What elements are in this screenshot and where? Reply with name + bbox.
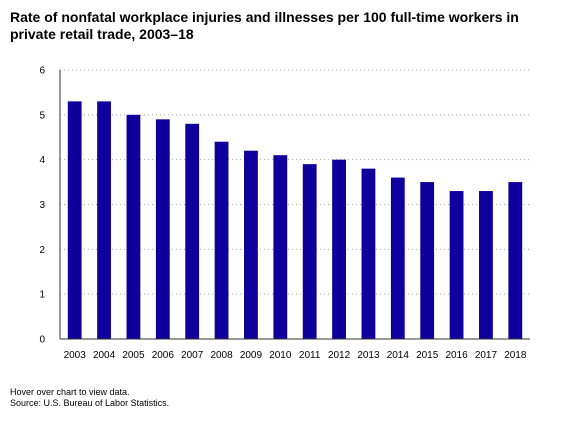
y-tick-label: 2	[39, 245, 45, 256]
x-tick-label: 2015	[416, 350, 439, 361]
x-tick-label: 2016	[445, 350, 468, 361]
bar-2008[interactable]	[214, 141, 229, 339]
x-tick-label: 2018	[504, 350, 527, 361]
x-tick-label: 2006	[152, 350, 175, 361]
bar-2014[interactable]	[390, 177, 405, 339]
source-note: Source: U.S. Bureau of Labor Statistics.	[10, 398, 170, 408]
bar-2013[interactable]	[361, 168, 376, 339]
x-tick-label: 2005	[122, 350, 145, 361]
x-tick-label: 2003	[64, 350, 87, 361]
bar-2004[interactable]	[97, 101, 111, 339]
bar-2018[interactable]	[508, 182, 523, 339]
y-tick-label: 0	[39, 335, 45, 346]
x-tick-label: 2008	[210, 350, 233, 361]
x-tick-label: 2012	[328, 350, 351, 361]
y-tick-label: 5	[39, 110, 45, 121]
chart-title: Rate of nonfatal workplace injuries and …	[10, 9, 519, 42]
bar-2017[interactable]	[479, 191, 493, 339]
hover-note: Hover over chart to view data.	[10, 387, 130, 397]
bars[interactable]	[67, 101, 523, 339]
bar-2011[interactable]	[302, 164, 317, 339]
x-tick-label: 2014	[387, 350, 410, 361]
bar-2003[interactable]	[67, 101, 82, 339]
bar-2012[interactable]	[332, 159, 346, 339]
x-tick-label: 2010	[269, 350, 292, 361]
x-tick-label: 2011	[299, 350, 321, 361]
x-tick-label: 2007	[181, 350, 204, 361]
bar-2015[interactable]	[420, 182, 435, 339]
axes	[59, 70, 530, 340]
y-tick-label: 4	[39, 155, 45, 166]
y-tick-label: 6	[39, 66, 45, 77]
chart-footer: Hover over chart to view data. Source: U…	[10, 387, 169, 409]
y-tick-label: 1	[39, 290, 45, 301]
bar-2010[interactable]	[273, 155, 288, 339]
bar-2009[interactable]	[244, 150, 258, 339]
x-tick-label: 2013	[357, 350, 380, 361]
x-tick-labels: 2003 2004 2005 2006 2007 2008 2009 2010 2011 2012…	[64, 350, 527, 361]
x-tick-label: 2017	[475, 350, 498, 361]
bar-2007[interactable]	[185, 123, 200, 339]
y-tick-labels: 0 1 2 3 4 5 6	[39, 66, 45, 346]
x-tick-label: 2009	[240, 350, 263, 361]
bar-2016[interactable]	[449, 191, 464, 339]
bar-2006[interactable]	[155, 119, 170, 339]
bar-2005[interactable]	[126, 114, 141, 339]
y-tick-label: 3	[39, 200, 45, 211]
x-tick-label: 2004	[93, 350, 116, 361]
